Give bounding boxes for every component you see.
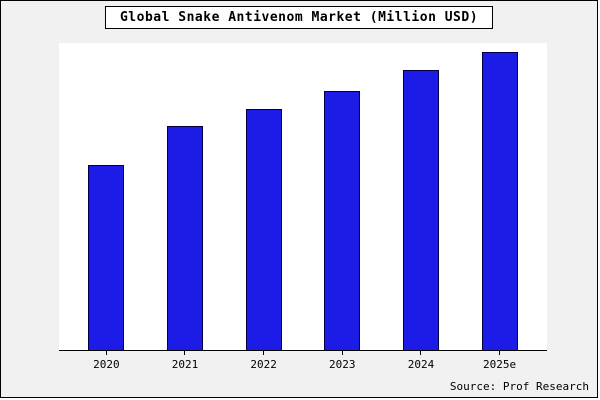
- x-tick-label: 2023: [329, 358, 356, 371]
- x-tick-label: 2022: [250, 358, 277, 371]
- x-tick-label: 2021: [171, 358, 199, 371]
- bar-2020: [88, 165, 125, 350]
- x-tick-label: 2024: [407, 358, 435, 371]
- bar-2024: [402, 69, 439, 350]
- x-label-cell-2020: 2020: [88, 351, 124, 371]
- axis-tick: [184, 351, 186, 355]
- axis-tick: [105, 351, 107, 355]
- bar-2021: [166, 126, 203, 350]
- x-tick-label: 2025e: [483, 358, 517, 371]
- bar-2025e: [481, 51, 518, 350]
- x-label-cell-2023: 2023: [324, 351, 360, 371]
- bar-2023: [324, 90, 361, 350]
- x-label-cell-2021: 2021: [167, 351, 203, 371]
- plot-area: [59, 43, 547, 351]
- axis-tick: [341, 351, 343, 355]
- x-label-cell-2022: 2022: [246, 351, 282, 371]
- axis-tick: [420, 351, 422, 355]
- source-text: Source: Prof Research: [449, 380, 589, 393]
- bar-2022: [245, 108, 282, 350]
- x-label-cell-2024: 2024: [403, 351, 439, 371]
- x-axis-labels: 2020 2021 2022 2023 2024 2025e: [59, 351, 547, 371]
- axis-tick: [263, 351, 265, 355]
- x-tick-label: 2020: [93, 358, 120, 371]
- chart-title: Global Snake Antivenom Market (Million U…: [104, 6, 494, 29]
- bar-series: [59, 43, 547, 350]
- axis-tick: [499, 351, 501, 355]
- x-label-cell-2025e: 2025e: [482, 351, 518, 371]
